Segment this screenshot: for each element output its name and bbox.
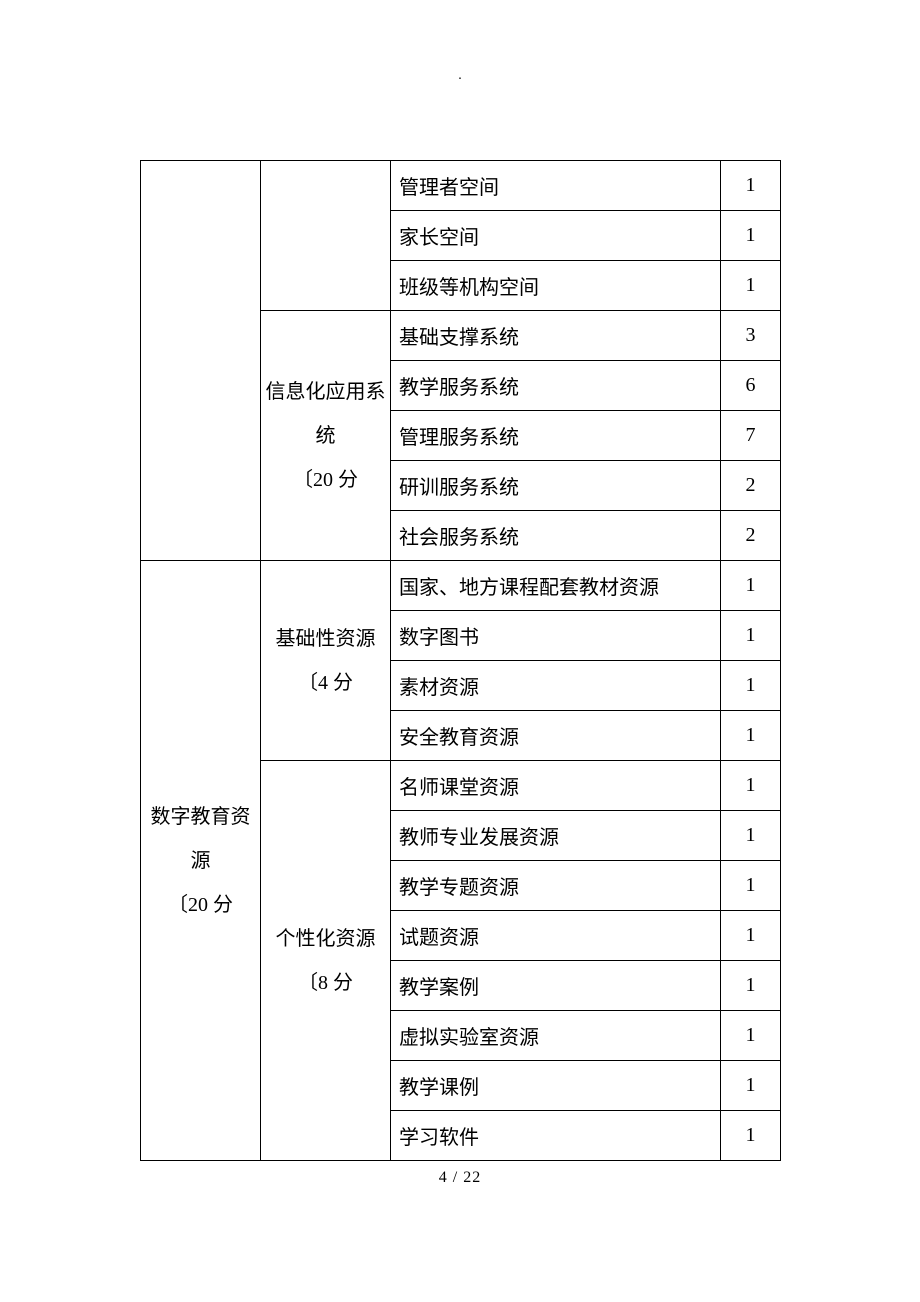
cell-score-10: 1 — [721, 661, 781, 711]
cell-col2-0 — [261, 161, 391, 311]
cell-score-11: 1 — [721, 711, 781, 761]
cell-score-6: 2 — [721, 461, 781, 511]
cell-score-2: 1 — [721, 261, 781, 311]
cell-score-12: 1 — [721, 761, 781, 811]
main-table-container: 管理者空间 1 家长空间 1 班级等机构空间 1 信息化应用系统〔20 分 基础… — [140, 160, 780, 1161]
cell-item-8: 国家、地方课程配套教材资源 — [391, 561, 721, 611]
cell-item-7: 社会服务系统 — [391, 511, 721, 561]
cell-item-9: 数字图书 — [391, 611, 721, 661]
header-dot: . — [458, 68, 462, 84]
cell-score-4: 6 — [721, 361, 781, 411]
page-number: 4 / 22 — [439, 1169, 481, 1187]
cell-col2-1: 信息化应用系统〔20 分 — [261, 311, 391, 561]
cell-item-3: 基础支撑系统 — [391, 311, 721, 361]
table-body: 管理者空间 1 家长空间 1 班级等机构空间 1 信息化应用系统〔20 分 基础… — [141, 161, 781, 1161]
cell-item-19: 学习软件 — [391, 1111, 721, 1161]
cell-item-0: 管理者空间 — [391, 161, 721, 211]
cell-col1-0 — [141, 161, 261, 561]
cell-item-18: 教学课例 — [391, 1061, 721, 1111]
cell-item-12: 名师课堂资源 — [391, 761, 721, 811]
cell-item-16: 教学案例 — [391, 961, 721, 1011]
cell-item-14: 教学专题资源 — [391, 861, 721, 911]
cell-item-6: 研训服务系统 — [391, 461, 721, 511]
cell-score-16: 1 — [721, 961, 781, 1011]
cell-score-19: 1 — [721, 1111, 781, 1161]
cell-score-8: 1 — [721, 561, 781, 611]
table-row: 数字教育资源〔20 分 基础性资源〔4 分 国家、地方课程配套教材资源 1 — [141, 561, 781, 611]
cell-col1-1: 数字教育资源〔20 分 — [141, 561, 261, 1161]
cell-item-10: 素材资源 — [391, 661, 721, 711]
cell-item-15: 试题资源 — [391, 911, 721, 961]
table-row: 管理者空间 1 — [141, 161, 781, 211]
cell-item-1: 家长空间 — [391, 211, 721, 261]
cell-col2-3: 个性化资源〔8 分 — [261, 761, 391, 1161]
cell-score-3: 3 — [721, 311, 781, 361]
cell-item-5: 管理服务系统 — [391, 411, 721, 461]
cell-col2-2: 基础性资源〔4 分 — [261, 561, 391, 761]
cell-score-13: 1 — [721, 811, 781, 861]
cell-item-11: 安全教育资源 — [391, 711, 721, 761]
cell-score-9: 1 — [721, 611, 781, 661]
cell-item-4: 教学服务系统 — [391, 361, 721, 411]
cell-item-13: 教师专业发展资源 — [391, 811, 721, 861]
cell-score-17: 1 — [721, 1011, 781, 1061]
cell-score-1: 1 — [721, 211, 781, 261]
cell-score-15: 1 — [721, 911, 781, 961]
cell-score-7: 2 — [721, 511, 781, 561]
cell-score-5: 7 — [721, 411, 781, 461]
cell-score-14: 1 — [721, 861, 781, 911]
cell-item-17: 虚拟实验室资源 — [391, 1011, 721, 1061]
cell-item-2: 班级等机构空间 — [391, 261, 721, 311]
main-table: 管理者空间 1 家长空间 1 班级等机构空间 1 信息化应用系统〔20 分 基础… — [140, 160, 781, 1161]
cell-score-18: 1 — [721, 1061, 781, 1111]
cell-score-0: 1 — [721, 161, 781, 211]
